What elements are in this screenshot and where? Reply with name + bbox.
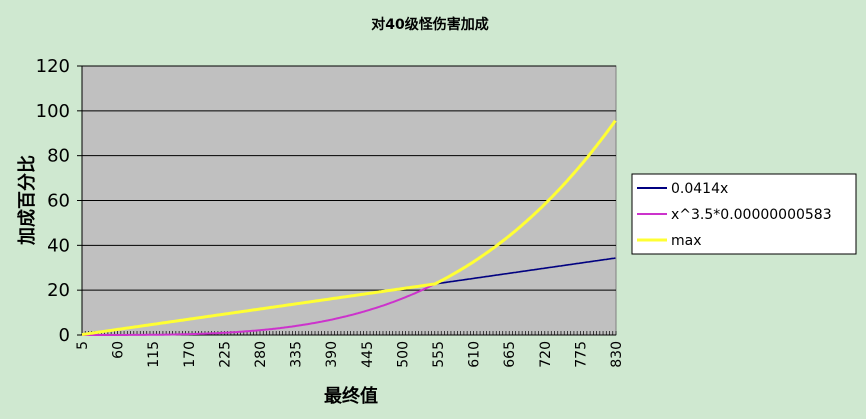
y-tick-label: 40	[47, 235, 70, 256]
y-tick-label: 120	[36, 56, 70, 77]
y-axis-ticks: 0 20 40 60 80 100 120	[36, 56, 83, 346]
x-tick-label: 720	[538, 341, 554, 368]
x-tick-label: 335	[289, 341, 305, 368]
series-lines	[81, 119, 617, 336]
y-axis-title: 加成百分比	[16, 155, 38, 246]
legend-label: 0.0414x	[671, 181, 728, 197]
y-tick-label: 0	[59, 325, 70, 346]
x-tick-label: 5	[75, 341, 91, 350]
x-tick-label: 665	[502, 341, 518, 368]
x-tick-label: 280	[253, 341, 269, 368]
series-line-max	[81, 119, 617, 336]
x-tick-label: 830	[609, 341, 625, 368]
y-tick-label: 100	[36, 101, 70, 122]
legend-box	[631, 173, 857, 255]
x-tick-label: 500	[395, 341, 411, 368]
x-tick-label: 555	[431, 341, 447, 368]
y-tick-label: 80	[47, 146, 70, 167]
x-tick-label: 775	[573, 341, 589, 368]
x-tick-label: 115	[146, 341, 162, 368]
legend: 0.0414x x^3.5*0.00000000583 max	[631, 173, 857, 255]
y-tick-label: 20	[47, 280, 70, 301]
chart-title: 对40级怪伤害加成	[371, 16, 488, 33]
gridlines	[82, 65, 616, 291]
x-axis-ticks: 5 60 115 170 225 280 335 390 445 500 555 610 665 720 7…	[75, 331, 625, 368]
x-tick-label: 225	[217, 341, 233, 368]
x-tick-label: 390	[324, 341, 340, 368]
x-axis-title: 最终值	[324, 385, 378, 407]
x-tick-label: 610	[467, 341, 483, 368]
legend-label: max	[671, 233, 702, 249]
x-tick-label: 445	[360, 341, 376, 368]
x-tick-label: 60	[111, 341, 127, 359]
x-tick-label: 170	[182, 341, 198, 368]
y-tick-label: 60	[47, 191, 70, 212]
legend-label: x^3.5*0.00000000583	[671, 207, 832, 223]
